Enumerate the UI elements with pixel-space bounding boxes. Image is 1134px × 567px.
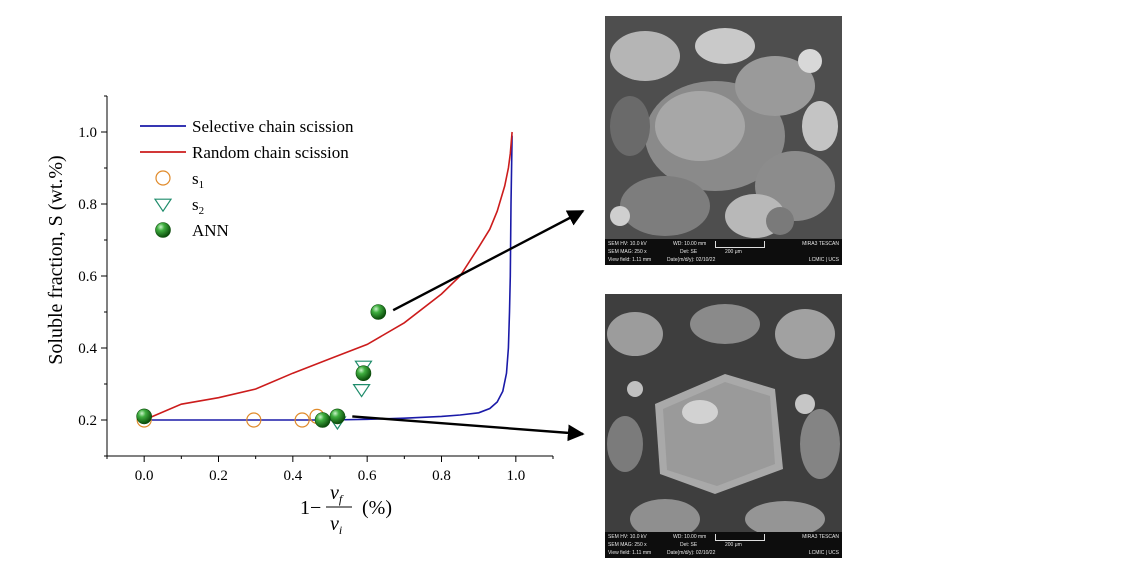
x-axis-label: 1− νf νi (%): [300, 482, 392, 537]
x-label-numerator: νf: [330, 482, 344, 506]
y-tick-label: 0.4: [78, 341, 97, 357]
y-tick-label: 1.0: [78, 125, 97, 141]
y-tick-label: 0.8: [78, 197, 97, 213]
series-points-ann: [136, 304, 387, 428]
sem-hv: SEM HV: 10.0 kV: [608, 241, 647, 247]
series-line-random-chain-scission: [143, 131, 513, 421]
sem-micrograph-rough-surface: [605, 16, 842, 265]
sem-brand: MIRA3 TESCAN: [802, 534, 839, 540]
sem-mag: SEM MAG: 250 x: [608, 542, 647, 548]
x-tick-label: 0.0: [135, 468, 154, 484]
sem-micrograph-particles: [605, 294, 842, 558]
sem-wd: WD: 10.00 mm: [673, 241, 707, 247]
data-point-ann: [329, 408, 346, 425]
x-tick-label: 1.0: [506, 468, 525, 484]
legend-label: s1: [192, 169, 204, 191]
sem-det: Det: SE: [680, 542, 698, 548]
sem-scale-bar: [715, 241, 765, 248]
legend-label: Selective chain scission: [192, 117, 354, 136]
sem-lab: LCMIC | UCS: [808, 550, 839, 556]
chart-series: [136, 131, 513, 431]
data-point-ann: [314, 412, 331, 428]
sem-mag: SEM MAG: 250 x: [608, 249, 647, 255]
pointer-arrows: [352, 209, 585, 442]
data-point-ann: [370, 304, 387, 320]
legend-marker-swatch: [153, 198, 173, 213]
x-tick-label: 0.2: [209, 468, 228, 484]
data-point-ann: [355, 365, 372, 382]
legend-label: ANN: [192, 221, 229, 240]
sem-field: View field: 1.11 mm: [608, 550, 652, 556]
data-point-ann: [136, 408, 152, 425]
legend-item: Selective chain scission: [140, 117, 354, 136]
y-axis-label: Soluble fraction, S (wt.%): [45, 155, 67, 364]
sem-date: Date(m/d/y): 02/10/22: [667, 257, 716, 263]
x-tick-label: 0.6: [358, 468, 377, 484]
soluble-fraction-chart: 0.2 0.4 0.6 0.8 1.0 0.0 0.2 0.4 0.6 0.8 1.0 Select…: [45, 95, 585, 537]
sem-scale-label: 200 μm: [725, 249, 742, 255]
chart-legend: Selective chain scission Random chain sci…: [140, 117, 354, 240]
x-label-unit: (%): [362, 497, 392, 519]
legend-label: s2: [192, 195, 204, 217]
sem-det: Det: SE: [680, 249, 698, 255]
sem-field: View field: 1.11 mm: [608, 257, 652, 263]
sem-info-bar: SEM HV: 10.0 kV WD: 10.00 mm MIRA3 TESCA…: [605, 532, 842, 558]
sem-brand: MIRA3 TESCAN: [802, 241, 839, 247]
y-tick-label: 0.6: [78, 269, 97, 285]
chart-axes: 0.2 0.4 0.6 0.8 1.0 0.0 0.2 0.4 0.6 0.8 1.0: [78, 95, 554, 484]
data-point-s1: [246, 412, 262, 428]
legend-item: Random chain scission: [140, 143, 349, 162]
x-tick-label: 0.8: [432, 468, 451, 484]
sem-date: Date(m/d/y): 02/10/22: [667, 550, 716, 556]
x-label-prefix: 1−: [300, 497, 321, 519]
pointer-arrow: [392, 209, 585, 312]
legend-marker-swatch: [155, 170, 171, 186]
sem-scale-bar: [715, 534, 765, 541]
sem-info-bar: SEM HV: 10.0 kV WD: 10.00 mm MIRA3 TESCA…: [605, 239, 842, 265]
sem-image-bottom: SEM HV: 10.0 kV WD: 10.00 mm MIRA3 TESCA…: [605, 294, 842, 558]
sem-image-top: SEM HV: 10.0 kV WD: 10.00 mm MIRA3 TESCA…: [605, 16, 842, 265]
series-points-s1: [136, 408, 325, 428]
sem-lab: LCMIC | UCS: [808, 257, 839, 263]
data-point-s2: [352, 384, 371, 398]
data-point-s1: [294, 412, 310, 428]
x-tick-label: 0.4: [283, 468, 302, 484]
sem-scale-label: 200 μm: [725, 542, 742, 548]
sem-hv: SEM HV: 10.0 kV: [608, 534, 647, 540]
legend-item: s2: [153, 195, 204, 217]
x-label-denominator: νi: [330, 513, 342, 537]
pointer-arrow: [352, 415, 585, 442]
legend-marker-swatch: [155, 222, 171, 238]
legend-item: s1: [155, 169, 204, 191]
y-tick-label: 0.2: [78, 413, 97, 429]
sem-wd: WD: 10.00 mm: [673, 534, 707, 540]
legend-label: Random chain scission: [192, 143, 349, 162]
legend-item: ANN: [155, 221, 229, 240]
